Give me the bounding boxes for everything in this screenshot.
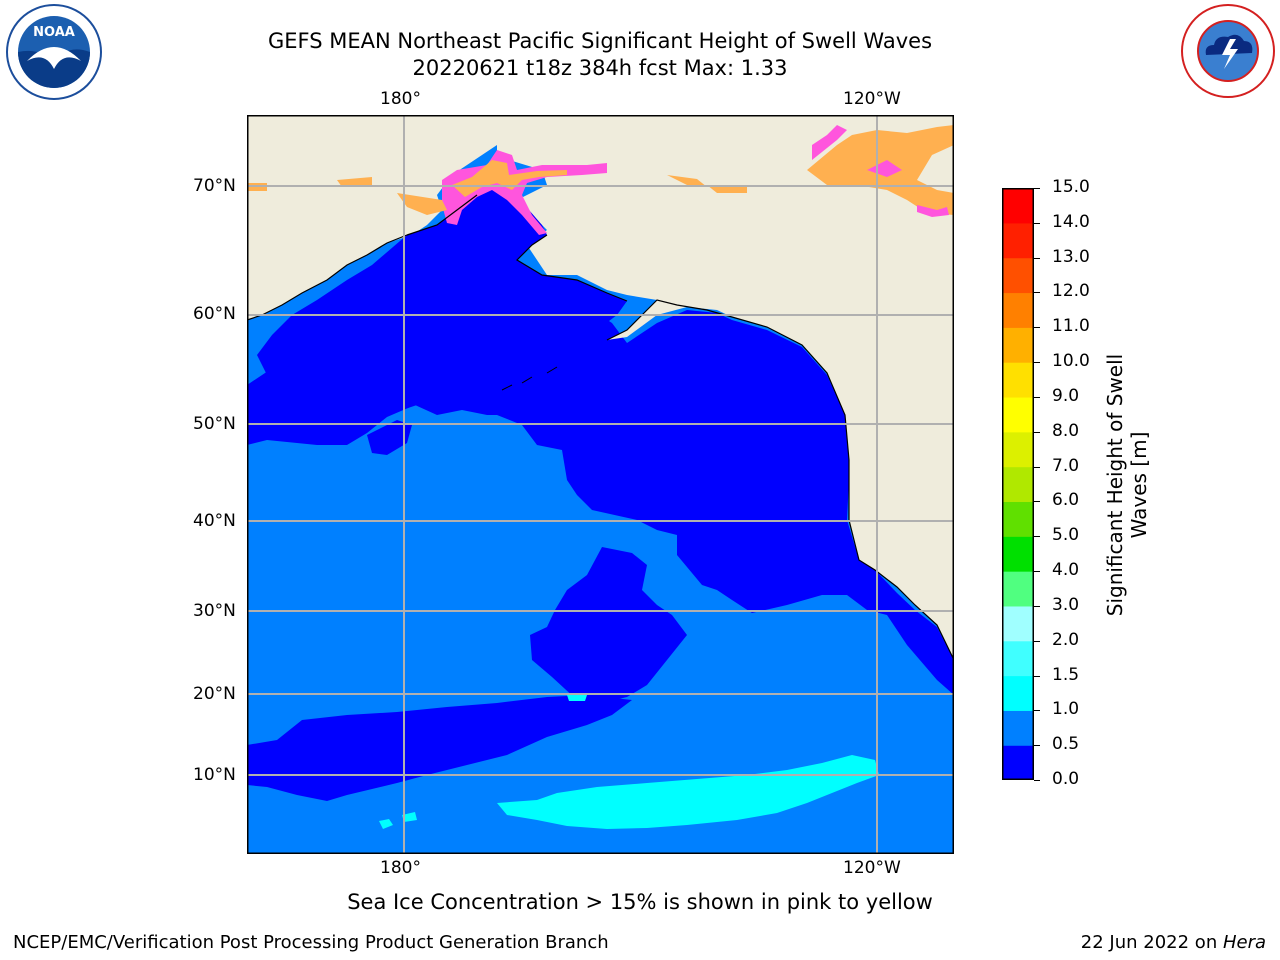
sea-ice-note: Sea Ice Concentration > 15% is shown in … bbox=[347, 890, 933, 914]
colorbar-tick-mark bbox=[1034, 396, 1040, 398]
colorbar-tick-label: 11.0 bbox=[1052, 316, 1090, 337]
lon-label-top-180: 180° bbox=[380, 89, 421, 109]
colorbar-bin bbox=[1002, 605, 1034, 642]
colorbar-tick-label: 4.0 bbox=[1052, 560, 1080, 581]
graticule bbox=[247, 115, 954, 854]
colorbar-frame bbox=[1002, 188, 1034, 780]
colorbar-label-line1: Significant Height of Swell bbox=[1103, 353, 1127, 617]
colorbar-bin bbox=[1002, 536, 1034, 572]
colorbar-tick-mark bbox=[1034, 257, 1040, 259]
map-frame bbox=[247, 115, 954, 854]
colorbar-bin bbox=[1002, 501, 1034, 537]
colorbar-tick-mark bbox=[1034, 571, 1040, 573]
colorbar-tick-label: 0.5 bbox=[1052, 734, 1080, 755]
lat-label-50n: 50°N bbox=[193, 414, 236, 434]
swell-region-high-speck-2 bbox=[402, 812, 417, 822]
lat-label-60n: 60°N bbox=[193, 304, 236, 324]
chart-title: GEFS MEAN Northeast Pacific Significant … bbox=[267, 29, 933, 53]
nws-logo bbox=[1181, 4, 1275, 98]
colorbar-tick-mark bbox=[1034, 536, 1040, 538]
swell-region-high-speck-1 bbox=[379, 819, 393, 829]
colorbar-tick-label: 14.0 bbox=[1052, 211, 1090, 232]
colorbar-tick-mark bbox=[1034, 780, 1040, 781]
colorbar-tick-label: 7.0 bbox=[1052, 455, 1080, 476]
colorbar-tick-label: 1.5 bbox=[1052, 664, 1080, 685]
lat-label-40n: 40°N bbox=[193, 511, 236, 531]
colorbar-tick-mark bbox=[1034, 362, 1040, 364]
map-plot bbox=[247, 115, 954, 854]
colorbar-tick-mark bbox=[1034, 327, 1040, 329]
footer-date-text: 22 Jun 2022 on bbox=[1080, 932, 1223, 953]
sea-ice-chukchi-core bbox=[452, 160, 567, 197]
colorbar-tick-label: 1.0 bbox=[1052, 699, 1080, 720]
bering-sea bbox=[257, 185, 627, 420]
chart-subtitle: 20220621 t18z 384h fcst Max: 1.33 bbox=[412, 56, 788, 80]
colorbar-tick-mark bbox=[1034, 466, 1040, 468]
colorbar-tick-label: 13.0 bbox=[1052, 246, 1090, 267]
colorbar-tick-mark bbox=[1034, 431, 1040, 433]
swell-region-high-speck-3 bbox=[567, 695, 587, 701]
colorbar-tick-label: 6.0 bbox=[1052, 490, 1080, 511]
colorbar-tick-mark bbox=[1034, 710, 1040, 712]
colorbar-bin bbox=[1002, 222, 1034, 259]
swell-region-high-south bbox=[497, 755, 879, 829]
coastline-bering bbox=[247, 194, 628, 321]
colorbar-tick-label: 8.0 bbox=[1052, 420, 1080, 441]
coastline-alaska bbox=[606, 299, 954, 661]
colorbar-tick-mark bbox=[1034, 292, 1040, 294]
colorbar-tick-label: 12.0 bbox=[1052, 281, 1090, 302]
swell-region-low-west-lobe bbox=[367, 420, 412, 455]
colorbar-tick-mark bbox=[1034, 188, 1040, 189]
colorbar-tick-label: 10.0 bbox=[1052, 351, 1090, 372]
lon-label-bottom-180: 180° bbox=[380, 858, 421, 878]
colorbar-bin bbox=[1002, 640, 1034, 677]
colorbar-tick-label: 15.0 bbox=[1052, 177, 1090, 197]
colorbar-bin bbox=[1002, 396, 1034, 433]
colorbar-bin bbox=[1002, 431, 1034, 468]
lat-label-10n: 10°N bbox=[193, 765, 236, 785]
colorbar-tick-mark bbox=[1034, 640, 1040, 642]
colorbar-tick-label: 5.0 bbox=[1052, 525, 1080, 546]
lon-label-top-120w: 120°W bbox=[843, 89, 901, 109]
colorbar-bin bbox=[1002, 257, 1034, 294]
land-siberia bbox=[247, 115, 954, 320]
footer-date: 22 Jun 2022 on Hera bbox=[1081, 932, 1266, 953]
colorbar-bin bbox=[1002, 327, 1034, 363]
coastline-aleutians bbox=[501, 366, 558, 391]
lat-label-30n: 30°N bbox=[193, 601, 236, 621]
colorbar-tick-label: 3.0 bbox=[1052, 594, 1080, 615]
noaa-logo: NOAA bbox=[6, 4, 102, 100]
colorbar-bin bbox=[1002, 188, 1034, 224]
footer-credit: NCEP/EMC/Verification Post Processing Pr… bbox=[13, 932, 609, 953]
lat-label-70n: 70°N bbox=[193, 176, 236, 196]
swell-region-low-central bbox=[530, 547, 687, 703]
colorbar-tick-label: 0.0 bbox=[1052, 769, 1080, 789]
colorbar-tick-mark bbox=[1034, 605, 1040, 607]
colorbar-bin bbox=[1002, 292, 1034, 328]
lat-label-20n: 20°N bbox=[193, 684, 236, 704]
colorbar-bin bbox=[1002, 710, 1034, 746]
sea-ice-beaufort-edge bbox=[812, 125, 949, 217]
colorbar-tick-label: 9.0 bbox=[1052, 385, 1080, 406]
colorbar bbox=[1002, 188, 1034, 780]
land-alaska-canada bbox=[497, 115, 954, 660]
colorbar-tick-mark bbox=[1034, 675, 1040, 677]
colorbar-bin bbox=[1002, 571, 1034, 607]
colorbar-tick-mark bbox=[1034, 745, 1040, 747]
colorbar-tick-mark bbox=[1034, 501, 1040, 503]
colorbar-tick-label: 2.0 bbox=[1052, 629, 1080, 650]
colorbar-label-line2: Waves [m] bbox=[1127, 431, 1151, 539]
colorbar-bin bbox=[1002, 745, 1034, 780]
colorbar-bin bbox=[1002, 466, 1034, 503]
lon-label-bottom-120w: 120°W bbox=[843, 858, 901, 878]
footer-host: Hera bbox=[1222, 932, 1266, 953]
colorbar-bin bbox=[1002, 675, 1034, 711]
colorbar-bin bbox=[1002, 362, 1034, 398]
colorbar-tick-mark bbox=[1034, 222, 1040, 224]
noaa-logo-text: NOAA bbox=[33, 25, 75, 40]
